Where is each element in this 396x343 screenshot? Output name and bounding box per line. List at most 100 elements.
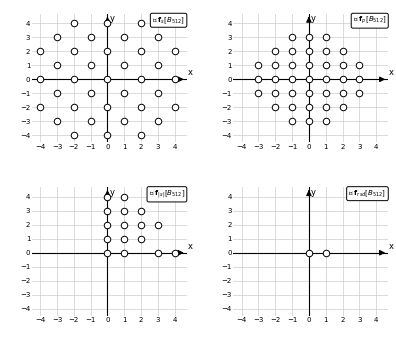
Point xyxy=(272,105,278,110)
Point xyxy=(339,76,346,82)
Point xyxy=(121,118,128,124)
Text: x: x xyxy=(389,241,394,251)
Point xyxy=(289,91,295,96)
Text: y: y xyxy=(311,14,316,23)
Text: Ⓑ $\mathbf{f}_p[B_{512}]$: Ⓑ $\mathbf{f}_p[B_{512}]$ xyxy=(353,15,386,26)
Point xyxy=(172,76,178,82)
Point xyxy=(155,35,161,40)
Point xyxy=(323,91,329,96)
Point xyxy=(70,132,77,138)
Point xyxy=(104,132,110,138)
Point xyxy=(172,49,178,54)
Point xyxy=(104,49,110,54)
Point xyxy=(121,250,128,256)
Point xyxy=(306,63,312,68)
Point xyxy=(88,118,94,124)
Point xyxy=(172,105,178,110)
Point xyxy=(88,35,94,40)
Point xyxy=(121,222,128,227)
Point xyxy=(272,91,278,96)
Point xyxy=(272,63,278,68)
Point xyxy=(306,250,312,256)
Point xyxy=(121,35,128,40)
Point xyxy=(54,35,60,40)
Point xyxy=(37,76,43,82)
Point xyxy=(54,63,60,68)
Point xyxy=(356,63,363,68)
Point xyxy=(138,208,144,214)
Point xyxy=(272,76,278,82)
Point xyxy=(54,91,60,96)
Point xyxy=(323,35,329,40)
Point xyxy=(121,63,128,68)
Point xyxy=(323,250,329,256)
Point xyxy=(155,222,161,227)
Point xyxy=(323,105,329,110)
Point xyxy=(289,118,295,124)
Point xyxy=(138,105,144,110)
Point xyxy=(255,91,261,96)
Point xyxy=(339,105,346,110)
Text: Ⓒ $\mathbf{f}_{|s|}[B_{512}]$: Ⓒ $\mathbf{f}_{|s|}[B_{512}]$ xyxy=(149,188,185,200)
Point xyxy=(155,63,161,68)
Point xyxy=(255,63,261,68)
Point xyxy=(306,118,312,124)
Text: y: y xyxy=(110,14,114,23)
Point xyxy=(323,76,329,82)
Point xyxy=(70,21,77,26)
Point xyxy=(70,49,77,54)
Point xyxy=(138,76,144,82)
Point xyxy=(104,208,110,214)
Point xyxy=(138,132,144,138)
Point xyxy=(306,105,312,110)
Point xyxy=(339,63,346,68)
Point xyxy=(323,49,329,54)
Point xyxy=(289,49,295,54)
Point xyxy=(37,49,43,54)
Point xyxy=(155,118,161,124)
Point xyxy=(88,63,94,68)
Point xyxy=(306,35,312,40)
Point xyxy=(289,105,295,110)
Point xyxy=(88,91,94,96)
Point xyxy=(339,49,346,54)
Point xyxy=(323,118,329,124)
Point xyxy=(255,76,261,82)
Point xyxy=(339,91,346,96)
Point xyxy=(121,194,128,200)
Point xyxy=(104,194,110,200)
Text: y: y xyxy=(110,188,114,197)
Point xyxy=(104,76,110,82)
Point xyxy=(289,76,295,82)
Point xyxy=(356,91,363,96)
Point xyxy=(138,222,144,227)
Text: x: x xyxy=(187,68,192,77)
Text: Ⓓ $\mathbf{f}_{rsd}[B_{512}]$: Ⓓ $\mathbf{f}_{rsd}[B_{512}]$ xyxy=(348,188,386,199)
Point xyxy=(356,76,363,82)
Point xyxy=(104,21,110,26)
Point xyxy=(121,208,128,214)
Point xyxy=(104,105,110,110)
Point xyxy=(104,236,110,241)
Point xyxy=(289,35,295,40)
Point xyxy=(138,49,144,54)
Text: x: x xyxy=(187,241,192,251)
Text: y: y xyxy=(311,188,316,197)
Point xyxy=(323,63,329,68)
Point xyxy=(70,105,77,110)
Point xyxy=(37,105,43,110)
Point xyxy=(155,91,161,96)
Point xyxy=(172,250,178,256)
Point xyxy=(138,21,144,26)
Text: x: x xyxy=(389,68,394,77)
Point xyxy=(306,91,312,96)
Point xyxy=(289,63,295,68)
Point xyxy=(138,236,144,241)
Point xyxy=(70,76,77,82)
Point xyxy=(306,76,312,82)
Point xyxy=(104,250,110,256)
Point xyxy=(104,222,110,227)
Text: Ⓐ $\mathbf{f}_s[B_{512}]$: Ⓐ $\mathbf{f}_s[B_{512}]$ xyxy=(152,15,185,25)
Point xyxy=(306,49,312,54)
Point xyxy=(54,118,60,124)
